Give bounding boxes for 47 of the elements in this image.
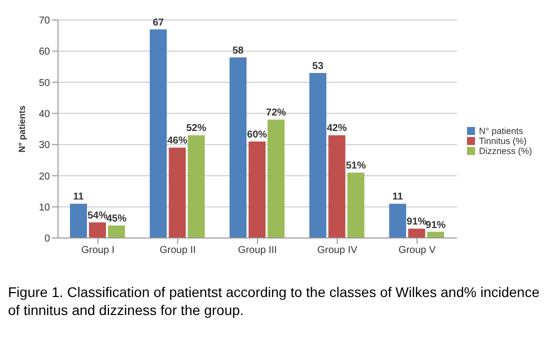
bar: [188, 135, 205, 238]
annotation: 54%: [87, 210, 108, 222]
bar: [328, 135, 346, 238]
annotation: 91%: [426, 220, 446, 231]
x-tick-label: Group V: [398, 245, 436, 256]
bar: [248, 141, 266, 238]
bar: [108, 226, 125, 238]
y-axis-title: N° patients: [17, 105, 28, 153]
data-label: 11: [392, 192, 404, 203]
annotation: 60%: [247, 129, 268, 140]
bar: [268, 120, 285, 238]
y-tick-label: 10: [38, 202, 50, 214]
annotation: 51%: [346, 160, 366, 172]
annotation: 46%: [167, 136, 188, 147]
bar: [150, 29, 167, 238]
annotation: 45%: [106, 214, 127, 225]
data-label: 11: [73, 192, 84, 203]
annotation: 42%: [326, 123, 347, 134]
data-label: 53: [312, 60, 324, 72]
annotation: 91%: [406, 216, 427, 228]
y-tick-label: 30: [38, 140, 50, 152]
y-tick-label: 0: [44, 234, 50, 245]
y-tick-label: 40: [38, 108, 50, 120]
annotation: 72%: [266, 108, 286, 119]
annotation: 52%: [186, 123, 206, 134]
bar: [88, 222, 106, 238]
bar: [70, 204, 87, 238]
bar: [230, 57, 247, 238]
x-tick-label: Group II: [160, 245, 196, 256]
x-tick-label: Group IV: [317, 245, 358, 256]
x-tick-label: Group I: [81, 245, 115, 256]
y-tick-label: 50: [38, 78, 50, 89]
bar: [168, 148, 186, 238]
caption: Figure 1. Classification of patientst according to the classes of Wilkes and% incidence of tinnitus and dizziness for the group.: [8, 283, 540, 319]
data-label: 67: [152, 17, 164, 28]
legend-label: N° patients: [478, 126, 524, 136]
bar: [408, 228, 426, 238]
y-tick-label: 60: [38, 46, 50, 58]
bar: [389, 204, 406, 238]
legend-label: Dizzness (%): [478, 146, 532, 156]
data-label: 58: [232, 45, 244, 56]
bar: [309, 72, 326, 238]
bar: [347, 172, 364, 238]
y-tick-label: 70: [38, 16, 50, 27]
y-tick-label: 20: [38, 171, 50, 182]
legend-label: Tinnitus (%): [478, 136, 527, 146]
x-tick-label: Group III: [238, 245, 277, 256]
